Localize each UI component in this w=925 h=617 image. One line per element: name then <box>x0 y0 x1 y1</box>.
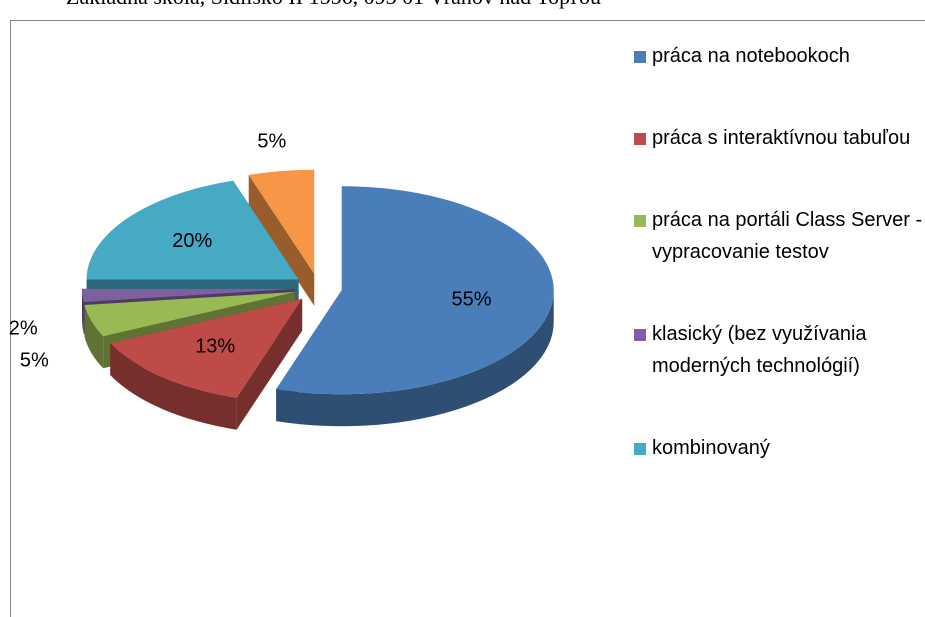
data-label: 5% <box>257 131 286 153</box>
pie-slice <box>110 298 303 398</box>
pie-slice <box>248 169 315 274</box>
data-label: 55% <box>452 289 492 311</box>
legend-swatch <box>634 215 646 227</box>
data-label: 20% <box>172 230 212 252</box>
slice-side <box>248 174 315 306</box>
legend-label: práca na portáli Class Server - vypracov… <box>652 209 923 263</box>
page-header: Základná škola, Sídlisko II 1556, 093 01… <box>66 0 601 9</box>
legend-label: kombinovaný <box>652 437 770 459</box>
legend-item: klasický (bez využívania moderných techn… <box>634 318 925 382</box>
legend-swatch <box>634 329 646 341</box>
legend-item: práca na portáli Class Server - vypracov… <box>634 204 925 268</box>
legend-swatch <box>634 133 646 145</box>
slice-wall <box>84 305 104 369</box>
legend-swatch <box>634 51 646 63</box>
chart-border <box>10 20 925 617</box>
data-label: 5% <box>20 349 49 371</box>
labels: 5% 20% 2% 55% 5% 13% <box>9 131 492 372</box>
pie-slice <box>82 288 295 302</box>
pie <box>82 169 554 430</box>
legend-item: práca s interaktívnou tabuľou <box>634 122 925 154</box>
legend-label: práca s interaktívnou tabuľou <box>652 127 911 149</box>
legend-label: práca na notebookoch <box>652 45 850 67</box>
legend-item: práca na notebookoch <box>634 40 925 72</box>
slice-wall <box>82 288 84 334</box>
data-label: 13% <box>195 335 235 357</box>
pie-slice <box>86 180 299 280</box>
legend-item: kombinovaný <box>634 432 925 464</box>
pie-slice <box>276 186 554 395</box>
legend-swatch <box>634 443 646 455</box>
data-label: 2% <box>9 318 38 340</box>
slice-wall <box>110 343 237 430</box>
legend-label: klasický (bez využívania moderných techn… <box>652 323 867 377</box>
pie-slice <box>84 292 295 337</box>
slice-wall <box>276 290 554 427</box>
